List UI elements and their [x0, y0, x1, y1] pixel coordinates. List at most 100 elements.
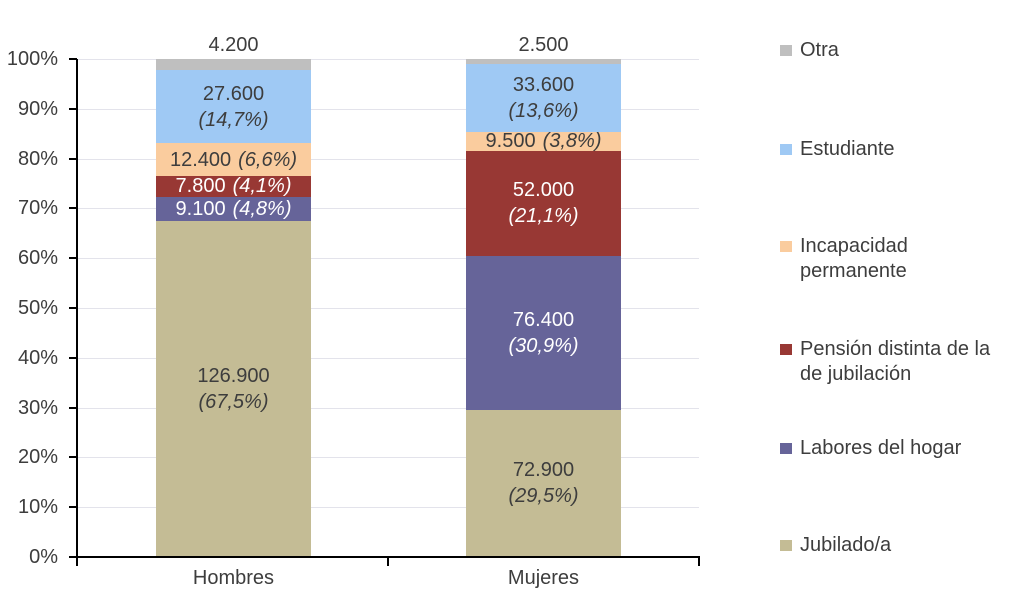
segment-percent: (6,6%): [238, 148, 298, 171]
legend-label: Otra: [800, 38, 839, 63]
segment-value: 9.100: [175, 197, 226, 220]
legend-marker-swatch: [780, 443, 792, 454]
gridline: [78, 407, 699, 409]
segment-label: 9.100 (4,8%): [176, 198, 292, 220]
x-axis-tick: [698, 556, 700, 566]
segment-percent: (21,1%): [508, 205, 579, 228]
segment-value: 76.400: [512, 308, 575, 331]
segment-value: 7.800: [175, 175, 226, 198]
segment-value: 9.500: [485, 130, 536, 153]
legend-label-line: Labores del hogar: [800, 437, 962, 459]
y-axis-tick: [69, 556, 77, 558]
bar-segment-jubilado-a: 126.900 (67,5%): [156, 220, 311, 557]
bar-segment-labores-del-hogar: 76.400 (30,9%): [466, 255, 621, 410]
segment-label: 7.800 (4,1%): [176, 175, 292, 197]
segment-percent: (3,8%): [542, 130, 602, 153]
y-axis-tick: [69, 406, 77, 409]
bar-segment-labores-del-hogar: 9.100 (4,8%): [156, 196, 311, 221]
y-axis-tick-label: 80%: [17, 147, 58, 170]
gridline: [78, 457, 699, 459]
legend-item: Incapacidad permanente: [780, 234, 908, 284]
y-axis-tick-label: 0%: [29, 546, 58, 568]
segment-label: 126.900 (67,5%): [197, 363, 269, 415]
gridline: [78, 108, 699, 110]
legend-item: Labores del hogar: [780, 436, 961, 461]
segment-label: 12.400 (6,6%): [170, 149, 297, 171]
segment-percent: (29,5%): [508, 485, 579, 508]
gridline: [78, 59, 699, 60]
y-axis-tick: [69, 107, 77, 110]
bar-segment-estudiante: 33.600 (13,6%): [466, 64, 621, 132]
legend-item: Estudiante: [780, 137, 895, 162]
plot-area: 126.900 (67,5%) 9.100 (4,8%) 7.800 (4,1%) 12.4…: [78, 59, 699, 557]
segment-value: 52.000: [512, 179, 575, 202]
legend-label: Pensión distinta de la de jubilación: [800, 337, 990, 387]
legend-label-line: Incapacidad: [800, 235, 908, 257]
legend-label-line: Jubilado/a: [800, 534, 892, 556]
segment-percent: (14,7%): [198, 108, 269, 131]
segment-label: 27.600 (14,7%): [198, 81, 268, 133]
segment-label: 9.500 (3,8%): [486, 130, 602, 152]
legend-label: Estudiante: [800, 137, 895, 162]
y-axis-tick-label: 40%: [17, 346, 58, 369]
bar-segment-pensi-n-distinta-de-la-de-jubilaci-n: 7.800 (4,1%): [156, 175, 311, 197]
legend-marker-swatch: [780, 144, 792, 155]
bar-segment-pensi-n-distinta-de-la-de-jubilaci-n: 52.000 (21,1%): [466, 151, 621, 256]
y-axis-line: [76, 59, 78, 558]
y-axis-tick-label: 70%: [17, 197, 58, 220]
y-axis-tick-label: 50%: [17, 297, 58, 319]
y-axis-tick-label: 60%: [17, 247, 58, 270]
segment-label: 76.400 (30,9%): [508, 307, 578, 359]
legend-label: Incapacidad permanente: [800, 234, 908, 284]
legend-item: Jubilado/a: [780, 533, 891, 558]
legend-label-line: de jubilación: [800, 363, 912, 385]
y-axis-tick-label: 20%: [17, 446, 58, 469]
segment-label: 52.000 (21,1%): [508, 177, 578, 229]
y-axis-tick: [69, 456, 77, 459]
legend-marker-swatch: [780, 540, 792, 551]
legend-label-line: Otra: [800, 39, 839, 61]
legend-item: Pensión distinta de la de jubilación: [780, 337, 990, 387]
legend-marker-swatch: [780, 344, 792, 355]
y-axis-tick-label: 100%: [6, 48, 58, 70]
legend-label-line: permanente: [800, 260, 907, 282]
bar-segment-otra: [156, 59, 311, 71]
x-axis-tick: [76, 556, 78, 566]
x-axis-category-label: Hombres: [192, 567, 275, 589]
legend-label-line: Pensión distinta de la: [800, 338, 991, 360]
segment-value: 12.400: [169, 148, 232, 171]
segment-label: 33.600 (13,6%): [508, 72, 578, 124]
y-axis-tick: [69, 257, 77, 260]
segment-percent: (67,5%): [198, 390, 269, 413]
legend-marker-swatch: [780, 241, 792, 252]
segment-percent: (4,1%): [232, 175, 292, 198]
bar-segment-jubilado-a: 72.900 (29,5%): [466, 409, 621, 557]
gridline: [78, 357, 699, 359]
legend-label-line: Estudiante: [800, 138, 895, 160]
bar-segment-otra: [466, 59, 621, 65]
segment-percent: (13,6%): [508, 99, 579, 122]
y-axis-tick: [69, 506, 77, 509]
y-axis-tick-label: 30%: [17, 396, 58, 419]
legend-label: Labores del hogar: [800, 436, 961, 461]
x-axis-category-label: Mujeres: [507, 567, 580, 589]
bar-segment-incapacidad-permanente: 12.400 (6,6%): [156, 143, 311, 177]
gridline: [78, 208, 699, 210]
y-axis-tick: [69, 356, 77, 359]
y-axis-tick-label: 90%: [17, 97, 58, 120]
gridline: [78, 258, 699, 260]
segment-percent: (4,8%): [232, 197, 292, 220]
segment-value: 33.600: [512, 73, 575, 96]
y-axis-tick: [69, 58, 77, 60]
y-axis-tick: [69, 307, 77, 309]
y-axis-tick-label: 10%: [17, 496, 58, 519]
legend-item: Otra: [780, 38, 839, 63]
bar-segment-incapacidad-permanente: 9.500 (3,8%): [466, 130, 621, 152]
gridline: [78, 308, 699, 309]
legend-marker-swatch: [780, 45, 792, 56]
bar-total-label: 4.200: [208, 34, 259, 56]
x-axis-tick: [387, 556, 389, 566]
y-axis-tick: [69, 157, 77, 160]
legend-label: Jubilado/a: [800, 533, 891, 558]
